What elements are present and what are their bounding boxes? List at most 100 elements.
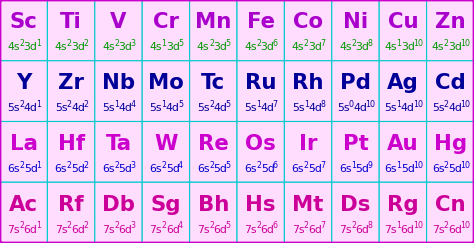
Text: 1: 1 bbox=[304, 100, 309, 109]
FancyBboxPatch shape bbox=[190, 0, 237, 61]
Text: Hg: Hg bbox=[434, 134, 467, 154]
FancyBboxPatch shape bbox=[284, 122, 332, 182]
Text: 2: 2 bbox=[67, 39, 72, 48]
Text: 2: 2 bbox=[304, 221, 309, 230]
Text: 10: 10 bbox=[460, 161, 470, 170]
Text: 6s: 6s bbox=[292, 164, 304, 174]
Text: 5: 5 bbox=[225, 100, 230, 109]
Text: 5d: 5d bbox=[71, 164, 85, 174]
Text: 2: 2 bbox=[444, 221, 449, 230]
Text: 4: 4 bbox=[178, 161, 183, 170]
Text: 2: 2 bbox=[114, 221, 119, 230]
FancyBboxPatch shape bbox=[379, 61, 427, 122]
Text: Ni: Ni bbox=[343, 12, 368, 33]
FancyBboxPatch shape bbox=[142, 122, 190, 182]
Text: Rh: Rh bbox=[292, 73, 324, 93]
FancyBboxPatch shape bbox=[332, 0, 379, 61]
Text: 2: 2 bbox=[209, 161, 214, 170]
Text: 1: 1 bbox=[36, 39, 41, 48]
Text: 1: 1 bbox=[396, 161, 401, 170]
Text: 5d: 5d bbox=[261, 164, 274, 174]
Text: 2: 2 bbox=[83, 221, 88, 230]
Text: 3d: 3d bbox=[213, 42, 227, 52]
Text: 4s: 4s bbox=[339, 42, 352, 52]
Text: 4s: 4s bbox=[384, 42, 397, 52]
Text: W: W bbox=[154, 134, 178, 154]
Text: Ag: Ag bbox=[387, 73, 419, 93]
Text: 10: 10 bbox=[460, 221, 470, 230]
Text: 5d: 5d bbox=[24, 164, 37, 174]
Text: 4s: 4s bbox=[244, 42, 257, 52]
Text: 2: 2 bbox=[83, 39, 88, 48]
Text: 6: 6 bbox=[273, 161, 278, 170]
Text: 4s: 4s bbox=[7, 42, 20, 52]
FancyBboxPatch shape bbox=[142, 182, 190, 243]
Text: 8: 8 bbox=[320, 100, 325, 109]
Text: 5s: 5s bbox=[292, 103, 304, 113]
Text: 4d: 4d bbox=[448, 103, 462, 113]
Text: 3: 3 bbox=[130, 161, 136, 170]
Text: Cu: Cu bbox=[388, 12, 418, 33]
Text: 4d: 4d bbox=[261, 103, 274, 113]
Text: Y: Y bbox=[16, 73, 31, 93]
Text: 2: 2 bbox=[67, 100, 72, 109]
Text: 2: 2 bbox=[19, 161, 24, 170]
Text: 4s: 4s bbox=[432, 42, 444, 52]
Text: Cd: Cd bbox=[435, 73, 465, 93]
Text: 4d: 4d bbox=[401, 103, 415, 113]
Text: Rf: Rf bbox=[58, 195, 84, 215]
Text: 10: 10 bbox=[413, 100, 423, 109]
FancyBboxPatch shape bbox=[142, 0, 190, 61]
Text: Zr: Zr bbox=[58, 73, 84, 93]
Text: 2: 2 bbox=[444, 100, 449, 109]
Text: 5s: 5s bbox=[337, 103, 349, 113]
Text: 6s: 6s bbox=[197, 164, 210, 174]
FancyBboxPatch shape bbox=[284, 61, 332, 122]
Text: 6s: 6s bbox=[244, 164, 257, 174]
Text: 1: 1 bbox=[162, 39, 166, 48]
Text: 1: 1 bbox=[36, 100, 41, 109]
Text: 4: 4 bbox=[130, 100, 136, 109]
Text: 5s: 5s bbox=[55, 103, 67, 113]
Text: Sg: Sg bbox=[151, 195, 181, 215]
Text: 2: 2 bbox=[19, 221, 24, 230]
Text: 2: 2 bbox=[19, 100, 24, 109]
Text: 6d: 6d bbox=[118, 225, 132, 235]
Text: 7s: 7s bbox=[432, 225, 444, 235]
Text: 5d: 5d bbox=[448, 164, 462, 174]
Text: Ta: Ta bbox=[106, 134, 131, 154]
Text: 7s: 7s bbox=[197, 225, 210, 235]
Text: Os: Os bbox=[246, 134, 276, 154]
FancyBboxPatch shape bbox=[95, 182, 142, 243]
FancyBboxPatch shape bbox=[379, 122, 427, 182]
Text: 4: 4 bbox=[178, 221, 183, 230]
Text: 7s: 7s bbox=[244, 225, 257, 235]
FancyBboxPatch shape bbox=[47, 0, 95, 61]
FancyBboxPatch shape bbox=[237, 61, 284, 122]
Text: 7s: 7s bbox=[149, 225, 162, 235]
Text: 2: 2 bbox=[67, 221, 72, 230]
Text: Mn: Mn bbox=[195, 12, 231, 33]
FancyBboxPatch shape bbox=[237, 0, 284, 61]
Text: 2: 2 bbox=[304, 161, 309, 170]
Text: 3d: 3d bbox=[356, 42, 369, 52]
Text: Db: Db bbox=[102, 195, 135, 215]
Text: Pd: Pd bbox=[340, 73, 371, 93]
Text: 2: 2 bbox=[114, 39, 119, 48]
Text: Pt: Pt bbox=[343, 134, 368, 154]
Text: 3: 3 bbox=[130, 39, 136, 48]
Text: 8: 8 bbox=[367, 221, 373, 230]
Text: 3d: 3d bbox=[118, 42, 132, 52]
Text: 0: 0 bbox=[349, 100, 354, 109]
FancyBboxPatch shape bbox=[190, 61, 237, 122]
Text: Nb: Nb bbox=[102, 73, 135, 93]
Text: Mt: Mt bbox=[292, 195, 324, 215]
Text: Ir: Ir bbox=[299, 134, 318, 154]
Text: 7: 7 bbox=[273, 100, 278, 109]
Text: 10: 10 bbox=[413, 221, 423, 230]
FancyBboxPatch shape bbox=[332, 122, 379, 182]
Text: 3d: 3d bbox=[166, 42, 180, 52]
Text: 1: 1 bbox=[396, 39, 401, 48]
Text: 4s: 4s bbox=[292, 42, 304, 52]
Text: 2: 2 bbox=[444, 39, 449, 48]
